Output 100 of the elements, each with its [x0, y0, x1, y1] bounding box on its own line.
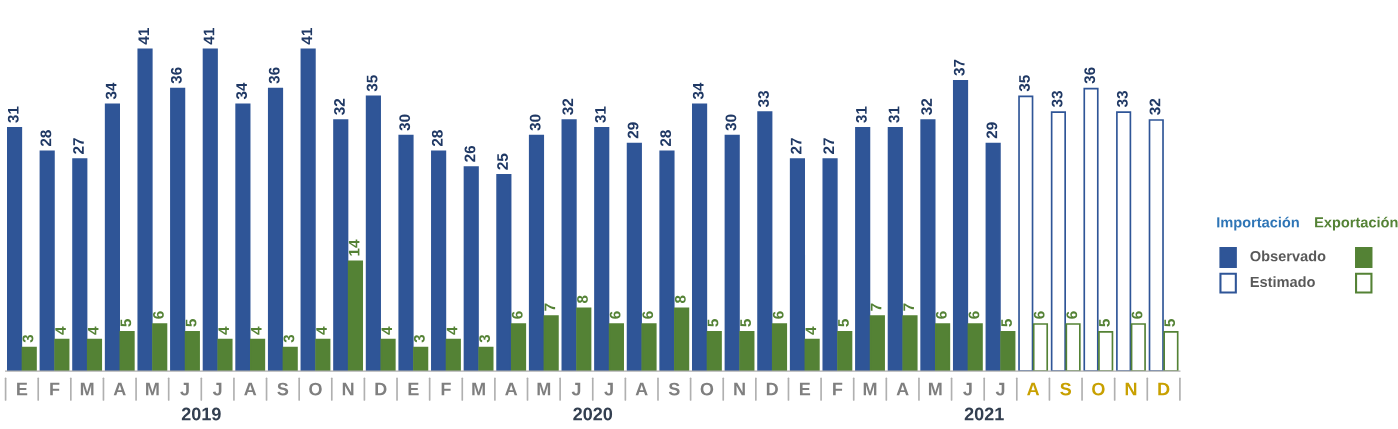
data-label: 6 — [609, 311, 621, 319]
bar — [300, 48, 316, 372]
x-tick-label: N — [734, 382, 745, 396]
data-label: 34 — [692, 82, 704, 100]
data-label: 3 — [479, 334, 491, 343]
x-tick-label: A — [505, 382, 518, 396]
bar — [333, 119, 349, 372]
bar — [706, 331, 722, 372]
text: Importación — [1217, 216, 1299, 231]
data-label: 7 — [903, 303, 914, 311]
bar — [249, 338, 266, 372]
data-label: 5 — [185, 319, 197, 327]
text: Exportación — [1315, 216, 1398, 231]
data-label: 4 — [251, 326, 262, 335]
text: 2021 — [964, 407, 1004, 421]
x-tick-label: N — [342, 382, 354, 396]
data-label: 32 — [334, 98, 345, 115]
bar — [804, 338, 820, 372]
data-label: 6 — [1131, 311, 1143, 319]
data-label: 31 — [855, 106, 867, 123]
data-label: 36 — [268, 67, 280, 84]
x-tick-label: M — [80, 382, 94, 396]
text: 2020 — [573, 407, 613, 421]
bar — [478, 346, 494, 372]
x-tick-label: F — [833, 382, 843, 396]
x-tick-label: S — [277, 382, 289, 396]
data-label: 33 — [1116, 90, 1128, 108]
bar — [137, 48, 153, 372]
data-label: 28 — [40, 130, 52, 147]
bar — [822, 158, 838, 372]
data-label: 5 — [120, 319, 132, 327]
text: 2019 — [181, 407, 221, 421]
data-label: 6 — [1033, 311, 1045, 319]
data-label: 4 — [55, 326, 66, 335]
x-tick-label: S — [1060, 382, 1072, 396]
data-label: 5 — [1001, 319, 1012, 327]
bar — [935, 323, 951, 372]
data-label: 34 — [105, 82, 117, 100]
bar — [54, 338, 70, 372]
data-label: 7 — [544, 303, 556, 311]
data-label: 30 — [725, 114, 737, 131]
data-label: 34 — [236, 82, 248, 100]
bar — [985, 142, 1001, 372]
x-tick-label: O — [700, 382, 714, 396]
x-tick-label: F — [50, 382, 60, 396]
bar — [561, 119, 577, 372]
x-tick-label: E — [408, 382, 419, 396]
x-tick-label: M — [537, 382, 551, 396]
data-label: 30 — [529, 114, 541, 131]
x-tick-label: J — [212, 382, 222, 396]
data-label: 4 — [87, 326, 99, 335]
bar — [543, 315, 559, 372]
x-tick-label: E — [17, 382, 28, 396]
x-tick-label: A — [113, 382, 126, 396]
bar — [789, 158, 806, 372]
bar — [72, 158, 88, 372]
bar — [365, 95, 381, 372]
bar — [739, 331, 755, 372]
x-tick-label: J — [180, 382, 189, 396]
data-label: 4 — [446, 326, 458, 335]
data-label: 27 — [823, 138, 835, 154]
data-label: 3 — [413, 334, 425, 343]
data-label: 14 — [348, 239, 360, 256]
bar — [510, 323, 527, 372]
bar — [528, 134, 545, 372]
data-label: 28 — [660, 130, 672, 147]
x-tick-label: A — [1027, 382, 1040, 396]
bar — [887, 126, 903, 372]
x-tick-label: A — [896, 382, 909, 396]
text: Observado — [1250, 250, 1326, 262]
data-label: 29 — [986, 122, 998, 139]
bar — [902, 315, 918, 372]
bar — [771, 323, 788, 372]
data-label: 37 — [953, 59, 965, 76]
x-tick-label: A — [244, 382, 257, 396]
x-tick-label: F — [441, 382, 451, 396]
bar — [347, 260, 364, 372]
bar — [691, 103, 708, 372]
bar — [674, 307, 690, 372]
bar — [1000, 331, 1016, 372]
data-label: 4 — [805, 326, 817, 335]
bar — [641, 323, 657, 372]
x-tick-label: M — [928, 382, 942, 396]
data-label: 29 — [627, 122, 639, 139]
bar — [184, 331, 200, 372]
data-label: 3 — [22, 334, 34, 343]
bar — [757, 111, 773, 372]
data-label: 36 — [1084, 67, 1096, 84]
data-label: 31 — [7, 106, 19, 123]
bar — [920, 119, 936, 372]
data-label: 26 — [464, 145, 476, 162]
x-tick-label: O — [309, 382, 322, 396]
bar — [315, 338, 331, 372]
data-label: 35 — [366, 75, 378, 92]
data-label: 31 — [888, 106, 900, 123]
data-label: 36 — [170, 67, 182, 84]
data-label: 5 — [838, 319, 849, 327]
data-label: 6 — [153, 311, 164, 319]
x-tick-label: N — [1125, 382, 1137, 396]
x-tick-label: J — [604, 382, 613, 396]
